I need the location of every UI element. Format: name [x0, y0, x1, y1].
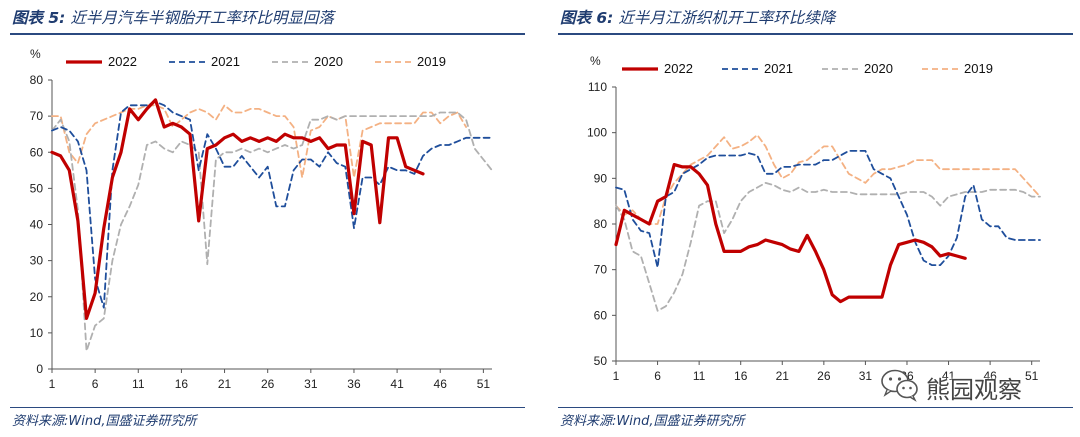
wechat-icon [881, 369, 918, 402]
x-tick-label: 1 [613, 369, 620, 383]
source-note: 资料来源:Wind,国盛证券研究所 [12, 414, 197, 429]
y-tick-label: 80 [594, 217, 608, 231]
x-tick-label: 21 [776, 369, 790, 383]
source-divider [10, 407, 525, 408]
series-line-2019 [615, 134, 1041, 225]
x-tick-label: 1 [49, 377, 56, 391]
series-line-2022 [614, 162, 967, 304]
legend-label-2021: 2021 [211, 54, 240, 69]
legend-label-2020: 2020 [864, 61, 893, 76]
x-tick-label: 11 [693, 369, 706, 383]
chart-title: 图表 6: 近半月江浙织机开工率环比续降 [560, 6, 835, 28]
x-tick-label: 26 [261, 377, 275, 391]
watermark-text: 熊园观察 [926, 376, 1022, 404]
y-tick-label: 50 [30, 181, 44, 195]
x-tick-label: 6 [92, 377, 99, 391]
title-divider [558, 33, 1073, 35]
x-tick-label: 41 [942, 369, 956, 383]
y-tick-label: 40 [30, 218, 44, 232]
series-line-2020 [615, 181, 1041, 312]
legend-label-2019: 2019 [964, 61, 993, 76]
title-divider [10, 33, 525, 35]
x-tick-label: 41 [390, 377, 404, 391]
x-tick-label: 16 [175, 377, 189, 391]
x-tick-label: 26 [817, 369, 831, 383]
y-tick-label: 80 [30, 73, 44, 87]
x-tick-label: 16 [734, 369, 748, 383]
x-tick-label: 51 [1025, 369, 1039, 383]
y-tick-label: 60 [30, 145, 44, 159]
legend-label-2022: 2022 [108, 54, 137, 69]
chart-title-text: 近半月汽车半钢胎开工率环比明显回落 [70, 9, 334, 27]
legend-label-2019: 2019 [417, 54, 446, 69]
y-axis-unit: % [30, 47, 41, 61]
series-line-2022 [50, 98, 425, 320]
y-tick-label: 70 [30, 109, 44, 123]
x-tick-label: 6 [654, 369, 661, 383]
y-tick-label: 10 [30, 326, 44, 340]
line-chart-loom-utilization: %506070809010011016111621263136414651202… [587, 54, 1041, 383]
chart-panel-5: 图表 5: 近半月汽车半钢胎开工率环比明显回落 % 0 10 20 30 40 50 60 70… [0, 0, 532, 437]
y-tick-label: 100 [587, 126, 607, 140]
source-note: 资料来源:Wind,国盛证券研究所 [560, 414, 745, 429]
chart-panel-6: 图表 6: 近半月江浙织机开工率环比续降 % 50 60 70 80 90 100 110 1 6… [548, 0, 1080, 437]
source-divider [558, 407, 1073, 408]
chart-title-text: 近半月江浙织机开工率环比续降 [618, 9, 836, 27]
series-line-2021 [51, 100, 493, 309]
y-axis-unit: % [590, 54, 601, 68]
series-line-2021 [615, 150, 1041, 269]
x-tick-label: 51 [477, 377, 491, 391]
x-tick-label: 31 [859, 369, 873, 383]
chart-title-label: 图表 5: [12, 9, 66, 27]
legend-label-2020: 2020 [314, 54, 343, 69]
x-tick-label: 21 [218, 377, 232, 391]
watermark: 熊园观察 [880, 366, 1060, 406]
chart-title: 图表 5: 近半月汽车半钢胎开工率环比明显回落 [12, 6, 334, 28]
chart-title-label: 图表 6: [560, 9, 614, 27]
y-tick-label: 110 [588, 80, 607, 94]
series-line-2020 [51, 111, 493, 352]
y-tick-label: 90 [594, 171, 608, 185]
y-tick-label: 50 [594, 354, 608, 368]
legend-label-2021: 2021 [764, 61, 793, 76]
x-tick-label: 46 [434, 377, 448, 391]
y-tick-label: 70 [594, 263, 608, 277]
y-tick-label: 30 [30, 254, 44, 268]
series-line-2019 [51, 104, 468, 179]
x-tick-label: 31 [304, 377, 318, 391]
x-tick-label: 11 [132, 377, 145, 391]
legend-label-2022: 2022 [664, 61, 693, 76]
x-tick-label: 36 [347, 377, 361, 391]
x-tick-label: 46 [983, 369, 997, 383]
y-tick-label: 20 [30, 290, 44, 304]
y-tick-label: 0 [36, 362, 43, 376]
y-tick-label: 60 [594, 308, 608, 322]
